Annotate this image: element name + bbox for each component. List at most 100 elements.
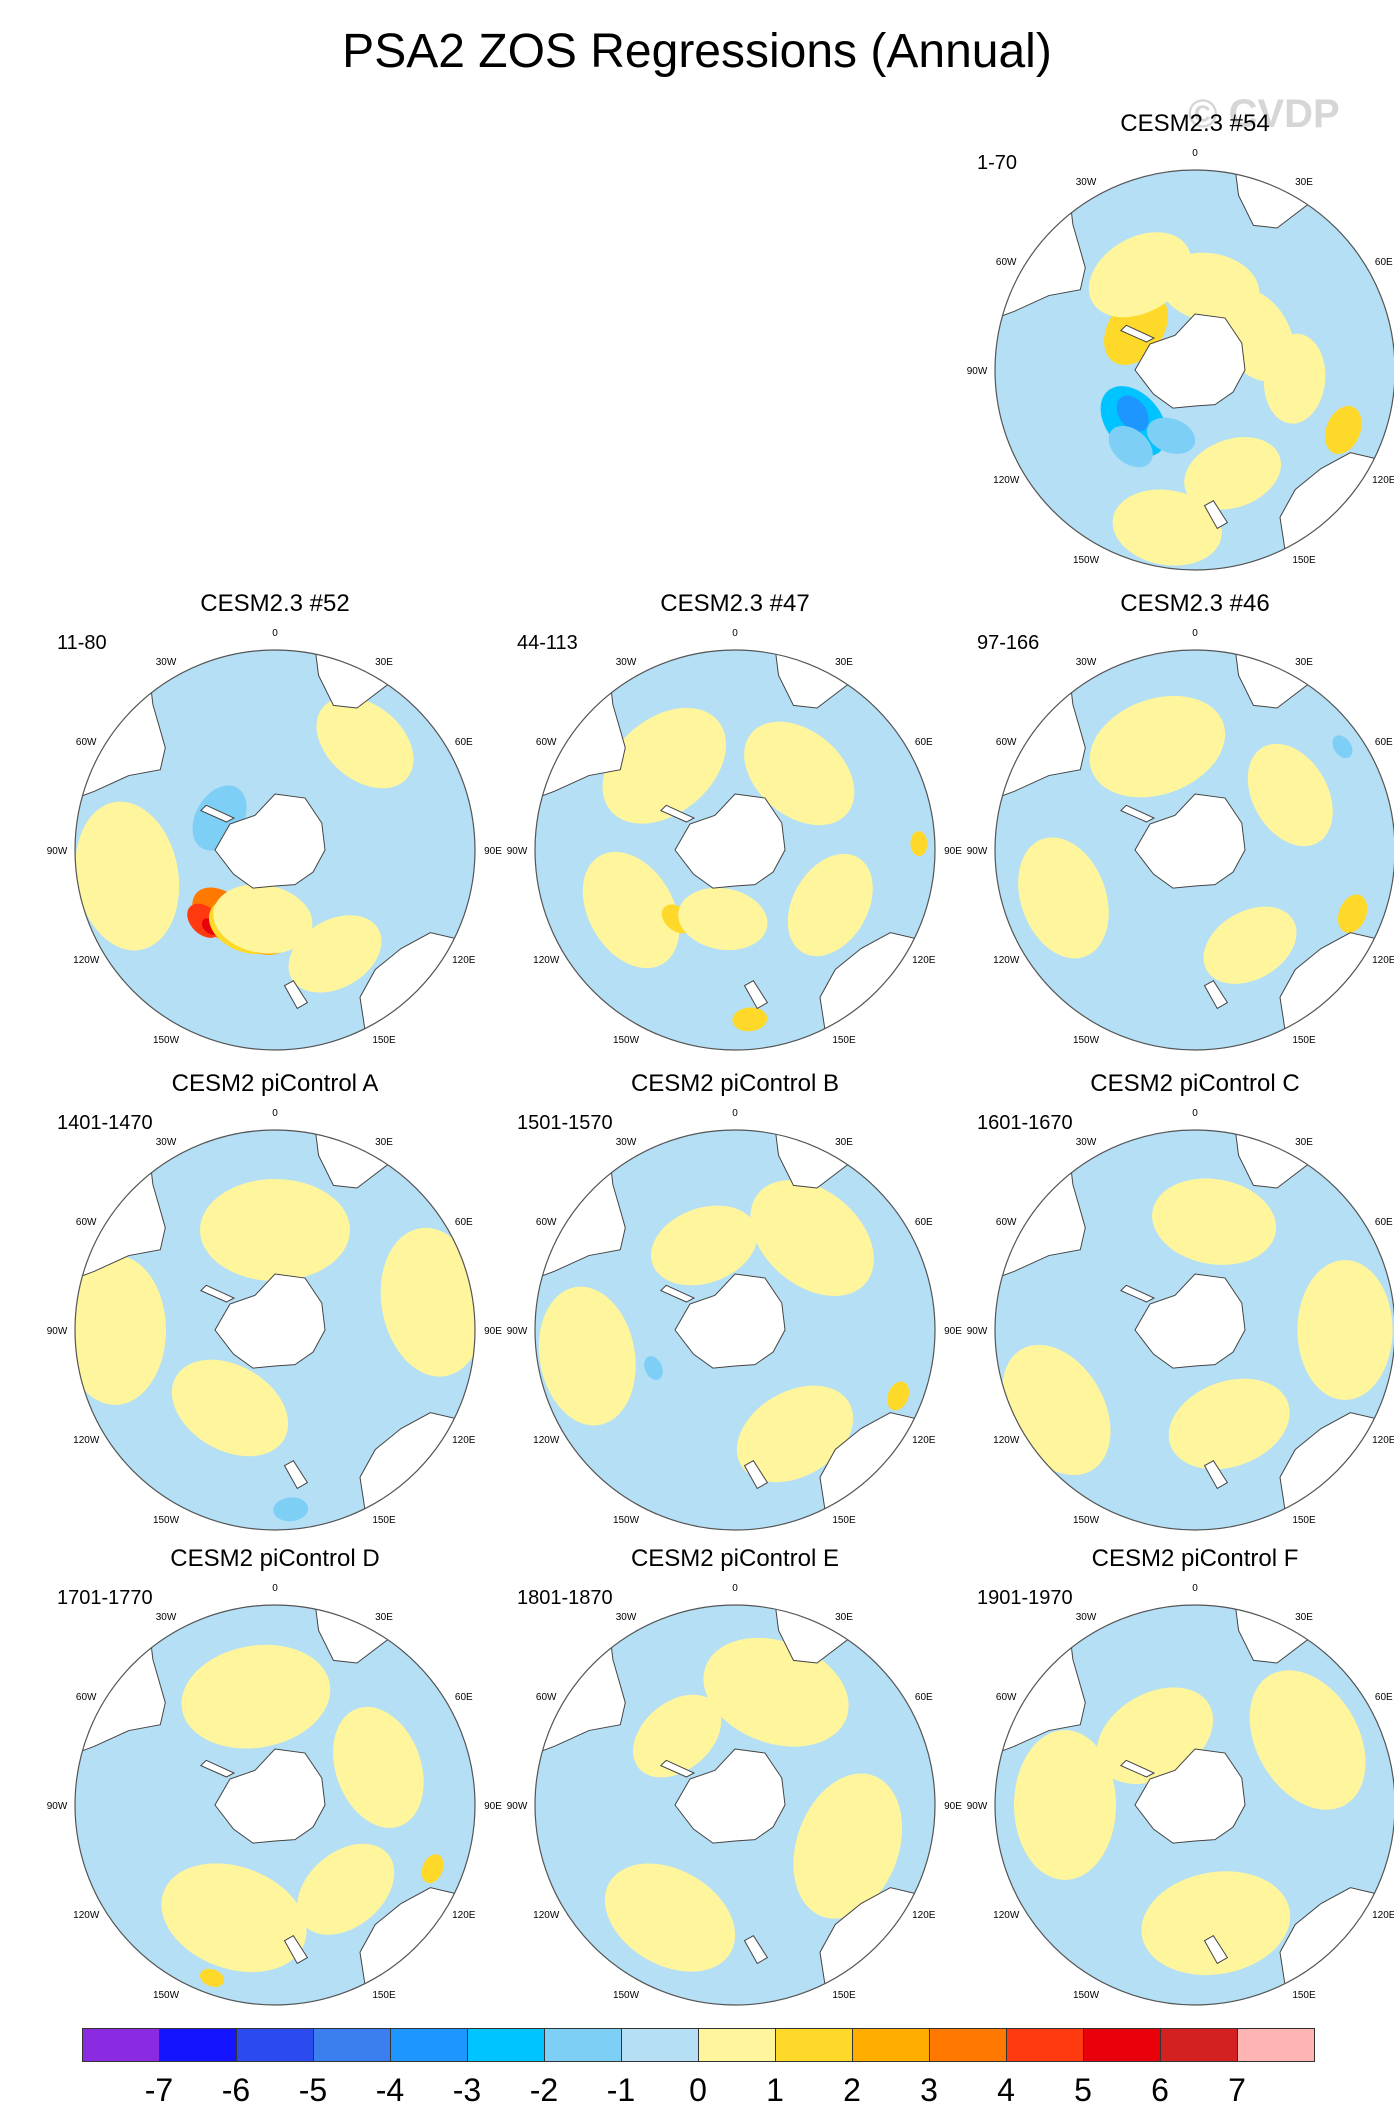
- panel-title: CESM2.3 #54: [1120, 110, 1270, 137]
- map-field: [75, 650, 475, 1050]
- colorbar-tick-label: 2: [843, 2072, 861, 2108]
- antarctica-land: [674, 1748, 786, 1844]
- antarctic-peninsula: [1119, 324, 1156, 343]
- longitude-label: 90W: [47, 846, 68, 857]
- panel-year-range: 44-113: [517, 632, 578, 654]
- antarctica-land: [674, 793, 786, 889]
- longitude-label: 60W: [996, 257, 1017, 268]
- longitude-label: 150E: [832, 1515, 856, 1526]
- panel-year-range: 1-70: [977, 152, 1018, 174]
- anomaly-region: [1247, 743, 1333, 847]
- longitude-label: 0: [732, 628, 738, 639]
- anomaly-region: [1152, 1178, 1277, 1265]
- longitude-label: 150E: [1292, 1035, 1316, 1046]
- longitude-label: 90W: [507, 846, 528, 857]
- panel-title: CESM2 piControl D: [170, 1545, 380, 1572]
- longitude-label: 30E: [1295, 1137, 1313, 1148]
- map-field: [995, 1605, 1394, 2005]
- polar-map: 030E60E90E120E150E180150W120W90W60W30W: [967, 1583, 1394, 2006]
- anomaly-region: [644, 1356, 663, 1380]
- longitude-label: 90E: [484, 1326, 502, 1337]
- anomaly-region: [316, 697, 414, 789]
- anomaly-region: [1014, 1730, 1116, 1880]
- antarctica-land: [214, 1748, 326, 1844]
- colorbar-tick-label: 6: [1151, 2072, 1169, 2108]
- longitude-label: 90W: [967, 846, 988, 857]
- colorbar-tick-label: 1: [766, 2072, 784, 2108]
- map-border: [994, 1604, 1394, 2006]
- longitude-label: 150W: [613, 1035, 640, 1046]
- longitude-label: 30W: [156, 1612, 177, 1623]
- longitude-label: 60E: [915, 737, 933, 748]
- longitude-label: 30W: [156, 657, 177, 668]
- polar-map: 030E60E90E120E150E180150W120W90W60W30W: [507, 1583, 962, 2006]
- panel-year-range: 1901-1970: [977, 1587, 1073, 1609]
- anomaly-region: [1096, 1687, 1214, 1785]
- longitude-label: 150W: [153, 1035, 180, 1046]
- colorbar-tick-label: -7: [144, 2072, 174, 2108]
- colorbar: -7 -6 -5 -4 -3 -2 -1 0 1 2 3 4 5 6 7: [82, 2028, 1315, 2118]
- longitude-label: 90E: [484, 846, 502, 857]
- polar-map: 030E60E90E120E150E180150W120W90W60W30W: [967, 1108, 1394, 1531]
- longitude-label: 30E: [375, 1612, 393, 1623]
- longitude-label: 150W: [613, 1515, 640, 1526]
- anomaly-region: [273, 1497, 309, 1522]
- longitude-label: 60W: [76, 1217, 97, 1228]
- panel-year-range: 1801-1870: [517, 1587, 613, 1609]
- longitude-label: 30E: [835, 1137, 853, 1148]
- colorbar-swatch: [1237, 2028, 1315, 2062]
- longitude-label: 60E: [455, 1217, 473, 1228]
- polar-map: 030E60E90E120E150E180150W120W90W60W30W: [47, 628, 502, 1051]
- longitude-label: 30E: [375, 1137, 393, 1148]
- longitude-label: 0: [732, 1108, 738, 1119]
- colorbar-swatch: [467, 2028, 545, 2062]
- map-border: [994, 649, 1394, 1051]
- new-zealand-land: [1203, 500, 1229, 530]
- longitude-label: 120W: [993, 1910, 1020, 1921]
- longitude-label: 120W: [73, 1435, 100, 1446]
- longitude-label: 0: [272, 1108, 278, 1119]
- colorbar-swatch: [159, 2028, 237, 2062]
- colorbar-swatch: [390, 2028, 468, 2062]
- longitude-label: 30W: [616, 1137, 637, 1148]
- colorbar-swatch: [544, 2028, 622, 2062]
- anomaly-region: [1263, 333, 1326, 424]
- longitude-label: 60W: [536, 1217, 557, 1228]
- map-border: [994, 1129, 1394, 1531]
- longitude-label: 120W: [993, 955, 1020, 966]
- longitude-label: 0: [732, 1583, 738, 1594]
- colorbar-tick-label: 0: [689, 2072, 707, 2108]
- longitude-label: 150E: [372, 1515, 396, 1526]
- anomaly-region: [1332, 735, 1353, 759]
- antarctica-land: [1134, 1273, 1246, 1369]
- longitude-label: 150E: [372, 1035, 396, 1046]
- panel-title: CESM2 piControl E: [630, 1545, 840, 1572]
- anomaly-region: [703, 1637, 849, 1747]
- colorbar-swatch: [852, 2028, 930, 2062]
- map-field: [535, 650, 935, 1050]
- longitude-label: 150E: [1292, 555, 1316, 566]
- longitude-label: 150W: [1073, 1990, 1100, 2001]
- colorbar-tick-label: -6: [221, 2072, 251, 2108]
- anomaly-region: [538, 1286, 636, 1426]
- colorbar-swatch: [698, 2028, 776, 2062]
- longitude-label: 60W: [996, 1217, 1017, 1228]
- longitude-label: 60E: [1375, 1217, 1393, 1228]
- longitude-label: 120E: [1372, 1910, 1394, 1921]
- anomaly-region: [75, 1255, 166, 1405]
- anomaly-region: [1203, 906, 1297, 984]
- anomaly-region: [793, 1773, 903, 1919]
- longitude-label: 120E: [1372, 475, 1394, 486]
- anomaly-region: [213, 884, 313, 954]
- anomaly-region: [602, 707, 727, 824]
- longitude-label: 60W: [996, 1692, 1017, 1703]
- map-border: [534, 649, 936, 1051]
- longitude-label: 30E: [1295, 657, 1313, 668]
- new-zealand-land: [1203, 1935, 1229, 1965]
- longitude-label: 30W: [1076, 1612, 1097, 1623]
- map-panel: CESM2.3 #4744-113030E60E90E120E150E18015…: [505, 590, 965, 1060]
- longitude-label: 30W: [1076, 177, 1097, 188]
- polar-map: 030E60E90E120E150E180150W120W90W60W30W: [507, 1108, 962, 1531]
- panel-year-range: 97-166: [977, 632, 1040, 654]
- polar-map: 030E60E90E120E150E180150W120W90W60W30W: [47, 1108, 502, 1531]
